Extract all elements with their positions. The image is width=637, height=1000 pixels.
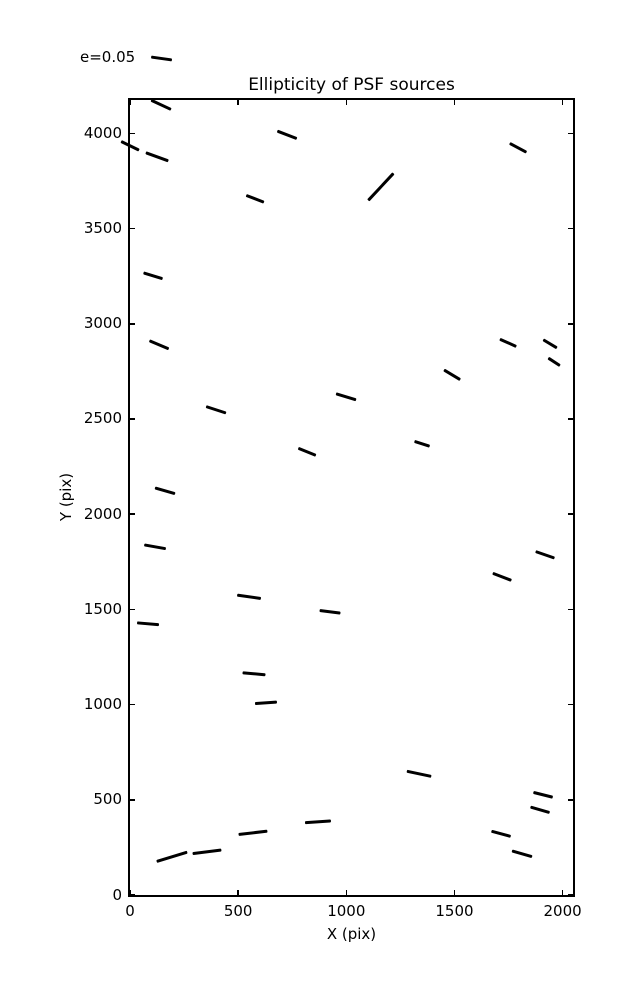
x-axis-tick-top [453,100,456,105]
y-axis-tick [130,894,135,896]
ellipticity-whisker [530,806,551,815]
ellipticity-whisker [205,404,227,415]
y-axis-tick [130,798,135,801]
x-tick-label: 2000 [543,902,582,920]
ellipticity-whisker [238,830,268,837]
x-axis-tick [129,890,131,895]
x-axis-tick [237,890,239,895]
y-axis-tick-right [568,227,573,230]
ellipticity-whisker [546,356,561,367]
ellipticity-whisker [154,486,176,496]
plot-title: Ellipticity of PSF sources [248,75,455,95]
ellipticity-whisker [150,98,172,111]
x-axis-tick [453,890,456,895]
ellipticity-whisker [143,271,164,281]
ellipticity-whisker [499,338,518,349]
axes-box [120,98,575,897]
ellipticity-whisker [533,790,554,800]
ellipticity-whisker [305,819,332,826]
x-tick-label: 0 [125,902,135,920]
ellipticity-whisker [297,446,317,458]
ellipticity-whisker [509,142,528,155]
x-axis-tick-top [129,100,131,105]
ellipticity-whisker [148,339,169,352]
ellipticity-whisker [143,543,166,551]
ellipticity-whisker [406,769,432,778]
y-tick-label: 3500 [83,219,122,238]
ellipticity-whisker [541,338,558,350]
y-axis-tick-right [568,798,573,801]
x-axis-tick [345,890,348,895]
y-axis-tick-right [568,322,573,325]
ellipticity-whisker [242,671,266,677]
y-tick-label: 0 [112,885,122,904]
y-axis-tick-right [568,894,573,896]
y-axis-tick-right [568,513,573,515]
ellipticity-whisker [120,139,141,152]
y-tick-label: 3000 [83,314,122,333]
ellipticity-whisker [442,368,461,382]
y-axis-tick [130,703,135,706]
ellipticity-whisker [366,172,395,202]
ellipticity-whisker [156,850,188,864]
y-axis-tick [130,322,135,325]
y-tick-label: 1000 [83,695,122,714]
ellipticity-whisker [137,621,160,627]
y-tick-label: 2500 [83,409,122,428]
ellipticity-whisker [535,550,556,560]
x-axis-tick-top [237,100,239,105]
ellipticity-whisker [414,440,431,449]
ellipticity-whisker [492,571,512,582]
ellipticity-whisker [192,848,222,856]
ellipticity-whisker [335,392,357,402]
y-axis-tick-right [568,608,573,611]
y-axis-tick [130,513,135,515]
y-axis-tick-right [568,132,573,135]
y-tick-label: 4000 [83,123,122,142]
y-axis-tick [130,227,135,230]
y-axis-tick [130,608,135,611]
x-tick-label: 1000 [327,902,366,920]
y-axis-tick-right [568,418,573,420]
x-axis-tick [561,890,564,895]
ellipticity-whisker [319,609,341,616]
legend-whisker-sample [150,55,173,62]
y-axis-tick [130,418,135,420]
x-axis-tick-top [561,100,564,105]
x-axis-tick-top [345,100,348,105]
x-tick-label: 500 [223,902,253,920]
legend-label: e=0.05 [80,48,136,66]
y-tick-label: 500 [93,790,122,809]
y-tick-label: 1500 [83,599,122,618]
ellipticity-whisker [245,194,265,205]
y-axis-tick-right [568,703,573,706]
ellipticity-whisker [491,830,512,839]
ellipticity-whisker [511,849,533,859]
ellipticity-whisker [144,151,169,164]
ellipticity-whisker [254,700,277,706]
x-tick-label: 1500 [435,902,474,920]
y-axis-tick [130,132,135,135]
ellipticity-whisker [277,129,298,141]
y-tick-label: 2000 [83,504,122,523]
x-axis-label: X (pix) [326,925,377,943]
ellipticity-whisker [236,593,261,601]
